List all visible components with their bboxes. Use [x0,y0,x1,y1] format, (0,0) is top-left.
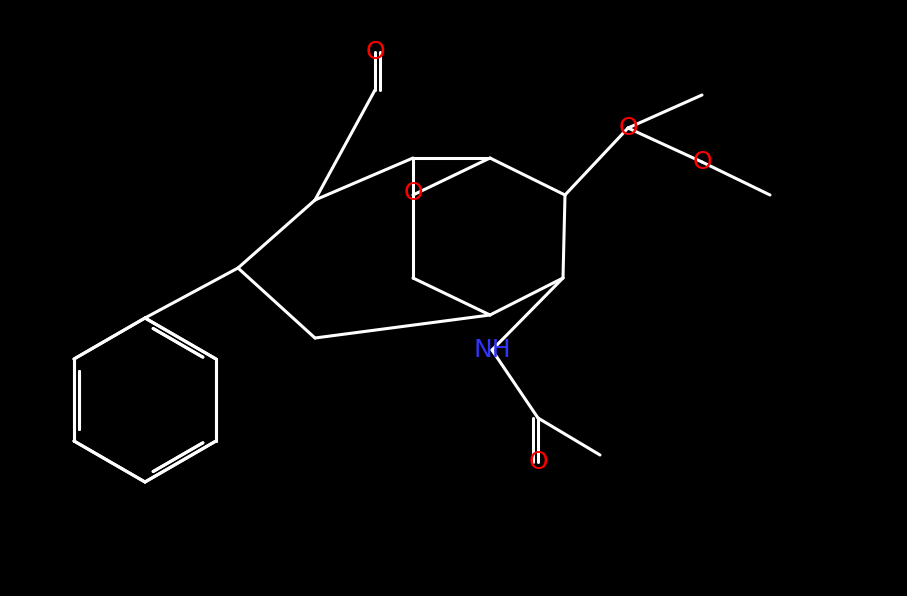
Text: NH: NH [473,338,511,362]
Text: O: O [692,150,712,174]
Text: O: O [619,116,638,140]
Text: O: O [366,40,385,64]
Text: O: O [404,181,423,205]
Text: O: O [528,450,548,474]
